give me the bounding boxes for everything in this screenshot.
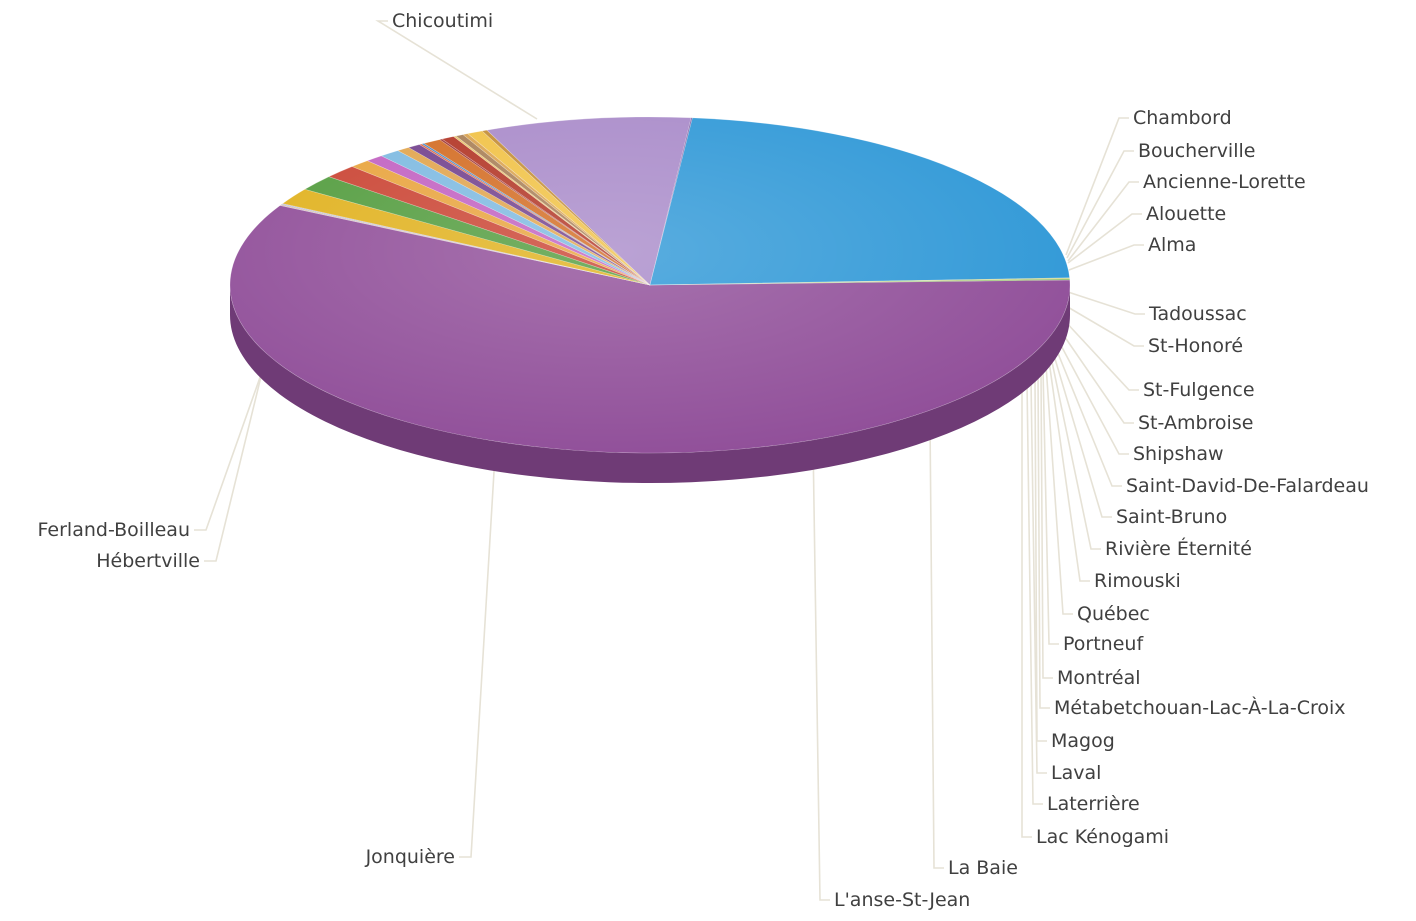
slice-label: Shipshaw xyxy=(1133,443,1224,465)
leader-line xyxy=(1067,213,1142,264)
leader-line xyxy=(1045,364,1073,615)
leader-line xyxy=(1067,181,1139,262)
slice-label: L'anse-St-Jean xyxy=(834,889,970,911)
leader-line xyxy=(459,454,496,858)
leader-line xyxy=(1040,371,1053,679)
leader-line xyxy=(1067,291,1145,315)
slice-label: Lac Kénogami xyxy=(1036,826,1169,848)
slice-label: Jonquière xyxy=(365,846,455,868)
slice-label: Laval xyxy=(1051,762,1101,784)
leader-line xyxy=(1048,360,1090,582)
slice-label: Rivière Éternité xyxy=(1105,537,1252,560)
leader-line xyxy=(1052,351,1112,518)
slice-label: Laterrière xyxy=(1047,793,1140,815)
leader-line xyxy=(1021,385,1032,838)
leader-line xyxy=(194,351,270,531)
leader-line xyxy=(1050,356,1101,550)
leader-line xyxy=(1068,244,1144,271)
leader-line xyxy=(1059,329,1134,424)
slice-label: Chambord xyxy=(1133,107,1232,129)
slice-label: Hébertville xyxy=(96,550,200,572)
slice-label: Rimouski xyxy=(1094,570,1181,592)
slice-label: St-Honoré xyxy=(1148,335,1243,357)
leader-line xyxy=(1042,368,1059,645)
slice-label: St-Ambroise xyxy=(1138,412,1253,434)
leader-line xyxy=(1056,337,1129,455)
leader-line xyxy=(1066,150,1134,259)
slice-label: Chicoutimi xyxy=(392,10,493,32)
leader-line xyxy=(1065,305,1144,347)
slice-label: Magog xyxy=(1051,730,1115,752)
pie-slice[interactable] xyxy=(649,117,1070,286)
slice-label: Tadoussac xyxy=(1148,303,1247,325)
slice-label: Ancienne-Lorette xyxy=(1143,171,1306,193)
leader-line xyxy=(929,419,944,869)
leader-line xyxy=(1026,381,1043,805)
leader-line xyxy=(375,20,538,120)
slice-label: Portneuf xyxy=(1063,633,1144,655)
leader-line xyxy=(1054,345,1122,487)
slice-label: La Baie xyxy=(948,857,1018,879)
leader-line xyxy=(1037,374,1050,709)
leader-line xyxy=(1030,379,1047,774)
slice-label: Boucherville xyxy=(1138,140,1255,162)
slice-label: Québec xyxy=(1077,603,1150,625)
slice-label: St-Fulgence xyxy=(1143,379,1255,401)
slice-label: Alma xyxy=(1148,234,1196,256)
slice-label: Ferland-Boilleau xyxy=(38,519,190,541)
slice-label: Alouette xyxy=(1146,203,1226,225)
slice-label: Saint-David-De-Falardeau xyxy=(1126,475,1369,497)
slice-label: Saint-Bruno xyxy=(1116,506,1227,528)
leader-line xyxy=(812,439,830,901)
slice-label: Montréal xyxy=(1057,667,1141,689)
leader-line xyxy=(1062,318,1139,391)
slice-label: Métabetchouan-Lac-À-La-Croix xyxy=(1054,696,1346,719)
leader-line xyxy=(1065,117,1129,256)
